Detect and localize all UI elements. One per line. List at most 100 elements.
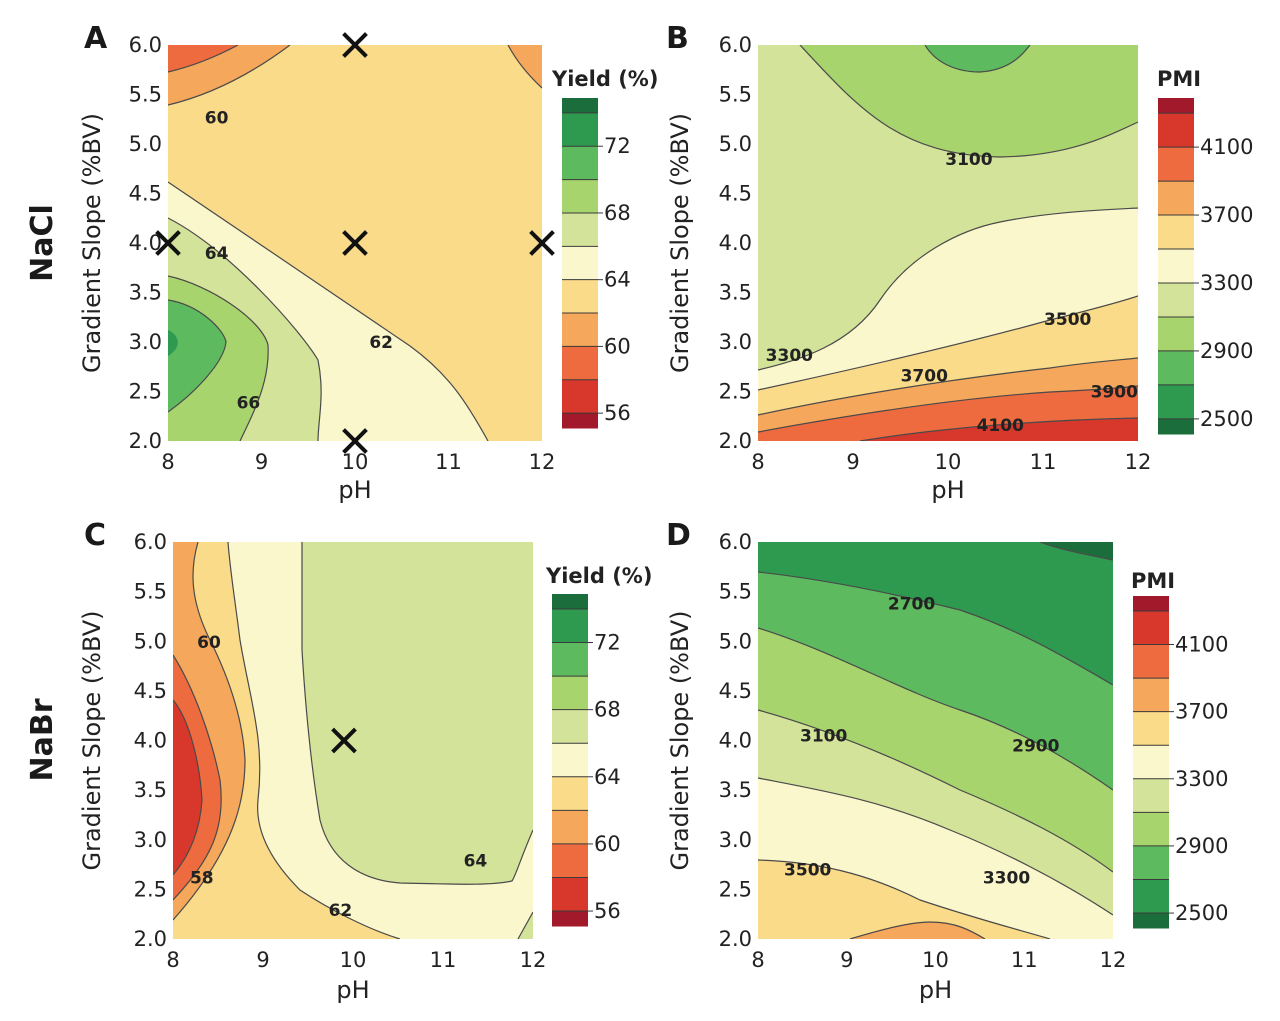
contour-line-60: [168, 45, 291, 106]
design-point-marker: [529, 230, 555, 256]
colorbar-band: [562, 279, 598, 314]
colorbar-band: [562, 313, 598, 347]
contour-line-3900: [758, 385, 1138, 433]
x-tick-label: 12: [1100, 948, 1127, 972]
colorbar-band: [562, 179, 598, 214]
colorbar-tick-label: 4100: [1175, 633, 1228, 657]
axes-c: 8 9 10 11 12 2.0 2.5 3.0 3.5 4.0 4.5 5.0 5.5 6.0 pH Gra…: [78, 530, 652, 1004]
contour-label: 60: [197, 633, 221, 653]
colorbar-tick-label: 60: [594, 832, 621, 856]
colorbar-tick-label: 64: [604, 268, 631, 292]
y-tick-label: 5.5: [719, 83, 752, 107]
y-axis-label: Gradient Slope (%BV): [666, 611, 694, 871]
design-point-marker: [342, 428, 368, 454]
y-axis-label: Gradient Slope (%BV): [78, 113, 106, 373]
colorbar-band: [1158, 282, 1194, 318]
colorbar-title: Yield (%): [545, 564, 652, 588]
panel-letter-c: C: [84, 518, 106, 553]
x-tick-label: 11: [435, 450, 462, 474]
colorbar-tick-label: 2900: [1200, 339, 1253, 363]
colorbar-band: [1158, 181, 1194, 216]
x-tick-label: 8: [751, 948, 764, 972]
panel-letter-a: A: [84, 21, 108, 56]
level-3700-3500: [758, 860, 1050, 939]
level-58-56: [168, 45, 238, 72]
colorbar-band: [1133, 812, 1169, 847]
level-56-54: [173, 700, 202, 875]
colorbar-band: [1133, 879, 1169, 914]
contour-line-3100: [799, 45, 1138, 158]
contour-line-2700: [758, 571, 1113, 686]
level-3900-3700: [850, 922, 985, 939]
contour-label: 3900: [1091, 383, 1138, 403]
contour-line-62: [168, 181, 489, 441]
colorbar-tick-label: 72: [604, 134, 631, 158]
contour-label: 3300: [766, 346, 813, 366]
row-label-nabr: NaBr: [25, 698, 60, 781]
colorbar-band: [1133, 745, 1169, 780]
y-tick-label: 2.0: [719, 927, 752, 951]
colorbar-d: PMI 4100 3700 3300 2900 2500: [1131, 569, 1228, 929]
colorbar-band: [562, 346, 598, 381]
y-tick-label: 2.5: [719, 877, 752, 901]
colorbar-band: [552, 642, 588, 677]
contour-line-60: [173, 542, 246, 921]
y-tick-label: 2.0: [134, 927, 167, 951]
y-tick-label: 4.0: [719, 729, 752, 753]
y-tick-label: 4.5: [129, 182, 162, 206]
colorbar-band: [1158, 215, 1194, 250]
contour-label: 2900: [1012, 736, 1059, 756]
y-tick-label: 5.0: [719, 629, 752, 653]
x-tick-label: 10: [340, 948, 367, 972]
y-tick-label: 4.0: [129, 231, 162, 255]
colorbar-band: [1133, 778, 1169, 813]
colorbar-band: [1158, 249, 1194, 284]
panel-d: D: [666, 518, 1113, 939]
colorbar-c: Yield (%) 72 68 64 60 56: [545, 564, 652, 927]
colorbar-tick-label: 56: [604, 401, 631, 425]
panel-c: C: [84, 518, 533, 939]
contour-label: 3100: [800, 727, 847, 747]
contour-label: 3500: [1044, 310, 1091, 330]
contour-label: 3500: [784, 861, 831, 881]
contour-label: 3300: [983, 868, 1030, 888]
y-tick-label: 5.0: [129, 132, 162, 156]
x-tick-label: 10: [935, 450, 962, 474]
level-3100-2900: [800, 45, 1138, 157]
level-2700-2500: [758, 542, 1113, 685]
colorbar-a: Yield (%) 72 68 64 60 56: [551, 67, 658, 429]
x-axis-label: pH: [931, 476, 964, 504]
colorbar-band: [552, 810, 588, 845]
y-axis-label: Gradient Slope (%BV): [666, 113, 694, 373]
y-tick-label: 4.5: [719, 182, 752, 206]
colorbar-b: PMI 4100 3700 3300 2900 2500: [1157, 67, 1253, 435]
y-tick-label: 3.0: [129, 330, 162, 354]
contour-line-58: [168, 45, 239, 73]
contour-line-2900: [924, 45, 1031, 73]
y-tick-label: 6.0: [719, 530, 752, 554]
level-72-70: [168, 330, 178, 356]
contour-line-3300: [758, 207, 1138, 371]
colorbar-band: [1158, 316, 1194, 352]
contour-line-3500: [758, 859, 1051, 939]
colorbar-tick-label: 3300: [1175, 767, 1228, 791]
colorbar-tick-label: 2500: [1175, 901, 1228, 925]
level-4300-4100: [860, 418, 1138, 441]
colorbar-band: [1133, 845, 1169, 880]
y-tick-label: 4.5: [719, 679, 752, 703]
design-point-marker: [342, 230, 368, 256]
x-tick-label: 10: [342, 450, 369, 474]
x-tick-label: 8: [751, 450, 764, 474]
contour-line-64: [168, 217, 322, 441]
panel-letter-b: B: [666, 21, 689, 56]
y-tick-label: 5.5: [134, 580, 167, 604]
colorbar-band: [1133, 644, 1169, 679]
colorbar-title: PMI: [1157, 67, 1201, 91]
colorbar-band: [562, 379, 598, 414]
colorbar-band: [552, 676, 588, 711]
colorbar-tick-label: 2500: [1200, 407, 1253, 431]
colorbar-band: [1158, 350, 1194, 386]
colorbar-band: [1133, 610, 1169, 646]
contour-label: 4100: [977, 416, 1024, 436]
contour-line-2500: [1039, 542, 1113, 561]
